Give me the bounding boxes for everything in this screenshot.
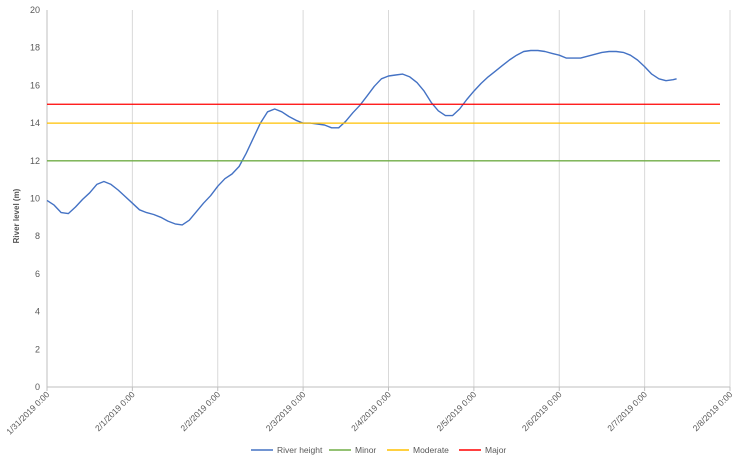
x-axis-tick-labels: 1/31/2019 0:00 2/1/2019 0:00 2/2/2019 0:00… xyxy=(4,389,734,436)
y-tick-label: 10 xyxy=(30,194,40,204)
legend-label: Moderate xyxy=(413,445,449,455)
legend: River height Minor Moderate Major xyxy=(251,445,506,455)
legend-label: Minor xyxy=(355,445,376,455)
gridlines xyxy=(131,10,731,387)
y-axis-title: River level (m) xyxy=(12,188,21,243)
y-tick-label: 16 xyxy=(30,80,40,90)
series-lines xyxy=(46,49,720,226)
y-tick-label: 20 xyxy=(30,5,40,15)
legend-label: Major xyxy=(485,445,506,455)
legend-label: River height xyxy=(277,445,323,455)
y-tick-label: 6 xyxy=(35,269,40,279)
x-tick-label: 2/8/2019 0:00 xyxy=(691,389,735,433)
x-tick-label: 1/31/2019 0:00 xyxy=(4,389,51,436)
x-tick-label: 2/5/2019 0:00 xyxy=(434,389,478,433)
x-tick-label: 2/2/2019 0:00 xyxy=(178,389,222,433)
y-tick-label: 18 xyxy=(30,43,40,53)
x-tick-label: 2/6/2019 0:00 xyxy=(520,389,564,433)
x-tick-label: 2/4/2019 0:00 xyxy=(349,389,393,433)
y-tick-label: 12 xyxy=(30,156,40,166)
y-tick-label: 2 xyxy=(35,344,40,354)
x-tick-label: 2/7/2019 0:00 xyxy=(605,389,649,433)
y-tick-label: 0 xyxy=(35,382,40,392)
axes xyxy=(46,10,731,391)
x-tick-label: 2/1/2019 0:00 xyxy=(93,389,137,433)
y-axis-tick-labels: 0 2 4 6 8 10 12 14 16 18 20 xyxy=(30,5,40,392)
x-tick-label: 2/3/2019 0:00 xyxy=(264,389,308,433)
y-tick-label: 8 xyxy=(35,231,40,241)
series-line-river-height xyxy=(46,49,677,226)
y-tick-label: 4 xyxy=(35,307,40,317)
y-tick-label: 14 xyxy=(30,118,40,128)
